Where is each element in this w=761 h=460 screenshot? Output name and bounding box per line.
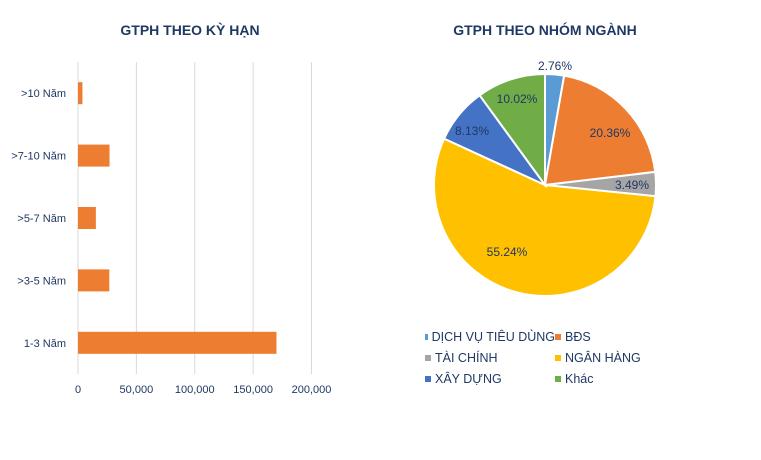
slice-label: 10.02% bbox=[497, 92, 538, 106]
legend-swatch bbox=[425, 376, 431, 382]
slice-label: 8.13% bbox=[455, 124, 489, 138]
x-tick-label: 200,000 bbox=[292, 384, 332, 396]
legend-label: XÂY DỰNG bbox=[435, 372, 502, 386]
legend-label: BĐS bbox=[565, 330, 591, 344]
legend-item: DỊCH VỤ TIÊU DÙNG bbox=[425, 330, 555, 344]
legend-label: TÀI CHÍNH bbox=[435, 351, 498, 365]
pie-legend: DỊCH VỤ TIÊU DÙNG BĐS TÀI CHÍNH NGÂN HÀNG XÂ… bbox=[425, 330, 665, 386]
bar bbox=[78, 269, 110, 292]
bar bbox=[78, 207, 96, 229]
pie-chart: 2.76% 20.36% 3.49% 55.24% 8.13% 10.02% bbox=[433, 59, 657, 297]
legend-swatch bbox=[555, 376, 561, 382]
bar bbox=[78, 82, 83, 105]
y-tick-label: >3-5 Năm bbox=[17, 275, 66, 287]
slice-label: 2.76% bbox=[538, 59, 572, 73]
legend-item: BĐS bbox=[555, 330, 655, 344]
slice-label: 55.24% bbox=[487, 245, 528, 259]
x-tick-label: 100,000 bbox=[175, 384, 215, 396]
pie-chart-title: GTPH THEO NHÓM NGÀNH bbox=[453, 22, 637, 38]
y-tick-label: 1-3 Năm bbox=[24, 338, 66, 350]
bar-chart-title: GTPH THEO KỲ HẠN bbox=[120, 22, 260, 38]
x-tick-label: 50,000 bbox=[120, 384, 154, 396]
legend-swatch bbox=[425, 334, 428, 340]
slice-label: 20.36% bbox=[590, 126, 631, 140]
legend-item: NGÂN HÀNG bbox=[555, 351, 655, 365]
x-tick-label: 150,000 bbox=[233, 384, 273, 396]
y-tick-label: >7-10 Năm bbox=[11, 151, 66, 163]
pie-slice bbox=[543, 74, 657, 187]
legend-label: DỊCH VỤ TIÊU DÙNG bbox=[431, 330, 555, 344]
legend-item: XÂY DỰNG bbox=[425, 372, 555, 386]
legend-item: Khác bbox=[555, 372, 655, 386]
slice-label: 3.49% bbox=[615, 178, 649, 192]
x-tick-label: 0 bbox=[75, 384, 81, 396]
bar-chart: 0 50,000 100,000 150,000 200,000 >10 Năm >7-10… bbox=[11, 62, 332, 396]
y-tick-label: >5-7 Năm bbox=[17, 213, 66, 225]
legend-swatch bbox=[425, 355, 431, 361]
pie-slice bbox=[433, 137, 657, 297]
y-tick-label: >10 Năm bbox=[21, 88, 66, 100]
pie-slice bbox=[478, 72, 546, 189]
legend-swatch bbox=[555, 334, 561, 340]
legend-label: NGÂN HÀNG bbox=[565, 351, 641, 365]
bar bbox=[78, 144, 110, 167]
legend-item: TÀI CHÍNH bbox=[425, 351, 555, 365]
bar bbox=[78, 331, 277, 354]
legend-label: Khác bbox=[565, 372, 594, 386]
legend-swatch bbox=[555, 355, 561, 361]
